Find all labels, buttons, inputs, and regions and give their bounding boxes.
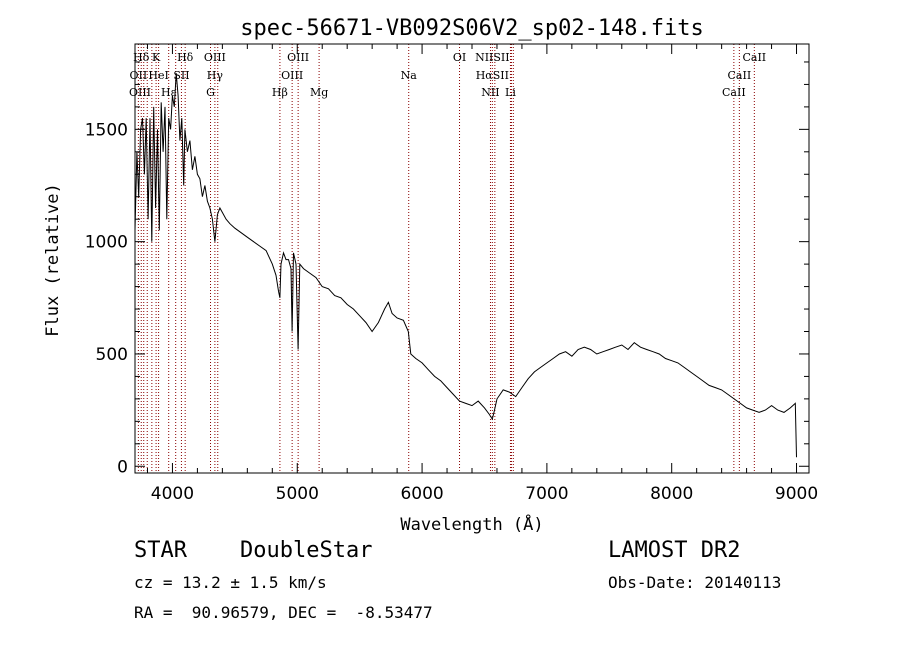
y-axis-label: Flux (relative)	[43, 183, 63, 337]
ra-dec: RA = 90.96579, DEC = -8.53477	[134, 603, 433, 622]
line-label: CaII	[722, 86, 746, 99]
line-label: OII	[130, 69, 148, 82]
line-label: K	[152, 51, 161, 64]
line-label: Hβ	[272, 86, 288, 99]
line-label: NII	[481, 86, 499, 99]
observation-date: Obs-Date: 20140113	[608, 573, 782, 592]
line-label: HeI	[148, 69, 168, 82]
line-label: CaII	[742, 51, 766, 64]
x-axis-label: Wavelength (Å)	[400, 513, 543, 535]
plot-frame	[134, 43, 810, 474]
x-axis: 4000 5000 6000 7000 8000 9000	[146, 44, 818, 504]
x-tick-label: 6000	[400, 484, 443, 504]
y-tick-label: 500	[96, 345, 128, 365]
spectrum-line	[134, 73, 797, 458]
x-tick-label: 9000	[775, 484, 818, 504]
line-label: Hδ	[177, 51, 194, 64]
line-label: OIII	[129, 86, 151, 99]
object-class: STAR	[134, 538, 187, 563]
object-subclass: DoubleStar	[240, 538, 373, 563]
line-label: Na	[401, 69, 418, 82]
redshift-cz: cz = 13.2 ± 1.5 km/s	[134, 573, 327, 592]
line-label: NIISII	[475, 51, 510, 64]
line-label: CaII	[728, 69, 752, 82]
y-tick-label: 0	[117, 457, 128, 477]
line-label: OI	[453, 51, 466, 64]
line-label: Hδ	[133, 51, 150, 64]
line-label: Li	[505, 86, 516, 99]
line-label: OIII	[204, 51, 226, 64]
line-label: Hγ	[207, 69, 224, 82]
x-tick-label: 4000	[151, 484, 194, 504]
x-tick-label: 8000	[650, 484, 693, 504]
line-label: SII	[173, 69, 189, 82]
y-axis: 0 500 1000 1500	[85, 61, 809, 477]
x-tick-label: 7000	[525, 484, 568, 504]
line-label: OIII	[281, 69, 303, 82]
y-tick-label: 1500	[85, 120, 128, 140]
line-label: HαSII	[476, 69, 509, 82]
y-tick-label: 1000	[85, 233, 128, 253]
chart-title: spec-56671-VB092S06V2_sp02-148.fits	[240, 16, 704, 41]
survey-name: LAMOST DR2	[608, 538, 741, 563]
line-label: Mg	[310, 86, 328, 99]
line-label: Hε	[161, 86, 177, 99]
x-tick-label: 5000	[276, 484, 319, 504]
line-label: G	[206, 86, 215, 99]
emission-line-markers	[137, 44, 755, 473]
line-label: OIII	[287, 51, 309, 64]
